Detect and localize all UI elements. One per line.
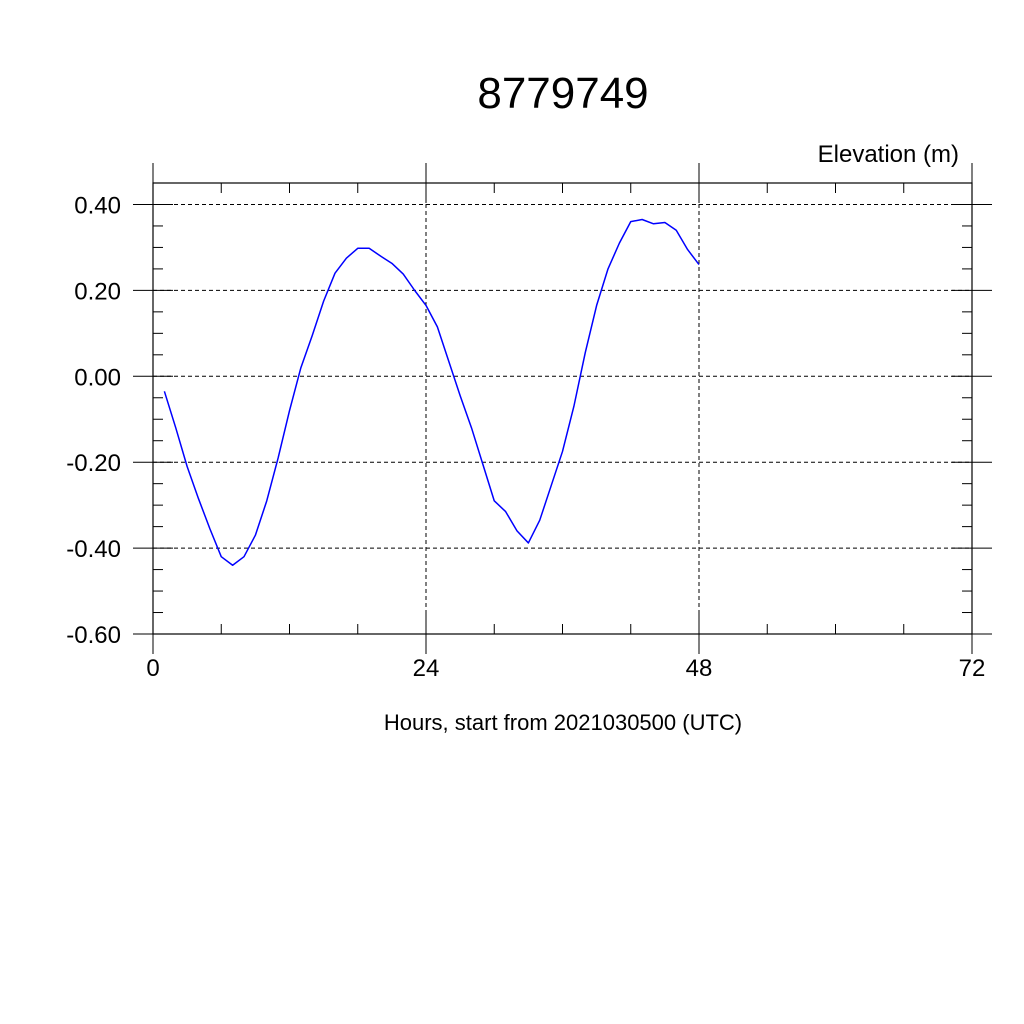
tick-labels: -0.60 -0.40 -0.20 0.00 0.20 0.40 0 24 48 72 [66, 192, 985, 682]
x-tick-label: 0 [146, 655, 159, 682]
y-tick-label: -0.20 [66, 450, 121, 477]
series-line-0 [163, 218, 700, 567]
y-tick-label: -0.60 [66, 622, 121, 649]
plot-frame [152, 182, 973, 635]
series-layer [163, 218, 700, 567]
x-tick-label: 48 [686, 655, 713, 682]
y-axis-label: Elevation (m) [818, 141, 959, 168]
axis-ticks [133, 163, 992, 654]
y-tick-label: 0.20 [74, 278, 121, 305]
chart-title: 8779749 [477, 69, 648, 118]
plot-border [152, 182, 973, 635]
x-tick-label: 24 [413, 655, 440, 682]
grid-lines [153, 183, 972, 635]
x-tick-label: 72 [959, 655, 986, 682]
y-tick-label: -0.40 [66, 536, 121, 563]
x-axis-label: Hours, start from 2021030500 (UTC) [384, 710, 742, 735]
y-tick-label: 0.00 [74, 364, 121, 391]
y-tick-label: 0.40 [74, 192, 121, 219]
